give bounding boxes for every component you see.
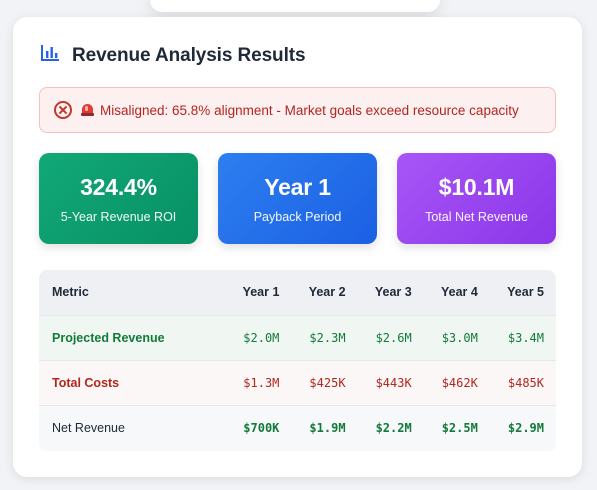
revenue-analysis-card: Revenue Analysis Results Misaligned: 65.… <box>13 17 582 477</box>
table-cell: $1.9M <box>291 404 358 450</box>
table-row: Net Revenue $700K $1.9M $2.2M $2.5M $2.9… <box>39 404 556 450</box>
net-revenue-label: Total Net Revenue <box>425 209 528 224</box>
background-card-edge <box>150 0 440 12</box>
table-row: Projected Revenue $2.0M $2.3M $2.6M $3.0… <box>39 314 556 360</box>
bar-chart-icon <box>40 43 60 68</box>
siren-icon <box>81 103 94 117</box>
table-cell: $700K <box>225 404 292 450</box>
table-cell: $2.9M <box>489 404 556 450</box>
column-header: Metric <box>39 270 226 315</box>
stats-row: 324.4% 5-Year Revenue ROI Year 1 Payback… <box>39 153 556 244</box>
misalignment-alert: Misaligned: 65.8% alignment - Market goa… <box>39 87 556 133</box>
payback-stat-card: Year 1 Payback Period <box>218 153 377 244</box>
table-cell: $3.4M <box>489 314 556 360</box>
net-revenue-stat-card: $10.1M Total Net Revenue <box>397 153 556 244</box>
roi-label: 5-Year Revenue ROI <box>60 209 177 224</box>
column-header: Year 1 <box>225 270 292 315</box>
roi-value: 324.4% <box>80 173 157 200</box>
table-cell: $462K <box>423 359 490 405</box>
page-title: Revenue Analysis Results <box>72 44 306 66</box>
table-cell: $1.3M <box>225 359 292 405</box>
net-revenue-value: $10.1M <box>438 173 515 200</box>
table-cell: $2.2M <box>357 404 424 450</box>
table-cell: $2.3M <box>291 314 358 360</box>
table-cell: $2.5M <box>423 404 490 450</box>
row-label: Total Costs <box>39 359 226 405</box>
payback-value: Year 1 <box>264 173 331 200</box>
column-header: Year 3 <box>357 270 424 315</box>
card-header: Revenue Analysis Results <box>40 43 306 68</box>
alert-message: Misaligned: 65.8% alignment - Market goa… <box>100 102 519 118</box>
column-header: Year 2 <box>291 270 358 315</box>
table-cell: $2.0M <box>225 314 292 360</box>
column-header: Year 5 <box>489 270 556 315</box>
table-cell: $425K <box>291 359 358 405</box>
row-label: Projected Revenue <box>39 314 226 360</box>
table-cell: $485K <box>489 359 556 405</box>
table-cell: $3.0M <box>423 314 490 360</box>
table-header-row: Metric Year 1 Year 2 Year 3 Year 4 Year … <box>39 270 556 315</box>
column-header: Year 4 <box>423 270 490 315</box>
table-row: Total Costs $1.3M $425K $443K $462K $485… <box>39 359 556 405</box>
roi-stat-card: 324.4% 5-Year Revenue ROI <box>39 153 198 244</box>
row-label: Net Revenue <box>39 404 226 450</box>
table-cell: $2.6M <box>357 314 424 360</box>
table-cell: $443K <box>357 359 424 405</box>
close-circle-icon <box>54 101 72 119</box>
payback-label: Payback Period <box>253 209 342 224</box>
revenue-table: Metric Year 1 Year 2 Year 3 Year 4 Year … <box>39 270 556 451</box>
